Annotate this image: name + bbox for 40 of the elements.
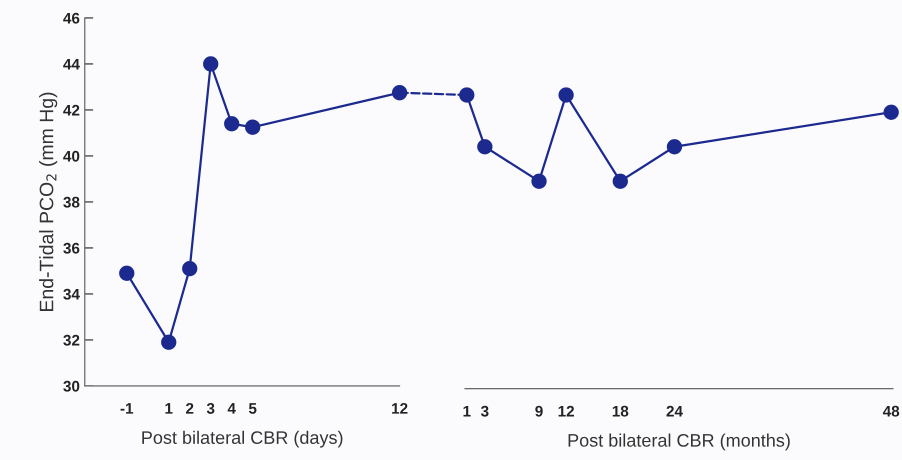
y-tick-label: 32 bbox=[63, 334, 80, 346]
point bbox=[161, 334, 176, 350]
point bbox=[666, 139, 682, 154]
point bbox=[558, 87, 574, 103]
y-tick-label: 40 bbox=[63, 150, 80, 162]
x-tick-label: 24 bbox=[666, 406, 683, 416]
y-tick-label: 38 bbox=[63, 196, 80, 208]
y-tick-label: 42 bbox=[63, 104, 80, 116]
x-tick-label: 3 bbox=[480, 406, 489, 417]
y-axis-title: End-Tidal PCO$_{2}$ (mm Hg) bbox=[39, 92, 58, 311]
point bbox=[531, 174, 547, 189]
x-tick-label: 4 bbox=[228, 403, 236, 414]
x-axis-title: Post bilateral CBR (months) bbox=[568, 434, 790, 450]
x-axis-title: Post bilateral CBR (days) bbox=[142, 430, 342, 448]
y-tick-label: 46 bbox=[63, 12, 80, 24]
x-tick-label: 12 bbox=[392, 403, 408, 414]
y-tick-label: 44 bbox=[63, 58, 80, 70]
x-tick-label: 3 bbox=[206, 403, 214, 414]
x-tick-label: 9 bbox=[535, 406, 543, 417]
x-tick-label: 2 bbox=[186, 403, 194, 414]
y-tick-label: 36 bbox=[63, 242, 80, 254]
x-tick-label: 48 bbox=[882, 406, 900, 417]
y-tick-label: 30 bbox=[63, 380, 80, 392]
x-tick-label: -1 bbox=[120, 403, 134, 414]
point bbox=[182, 261, 198, 276]
x-tick-label: 12 bbox=[558, 406, 574, 416]
point bbox=[477, 139, 492, 154]
x-tick-label: 18 bbox=[612, 406, 628, 417]
x-tick-label: 1 bbox=[464, 406, 471, 416]
x-tick-label: 1 bbox=[165, 403, 173, 414]
point bbox=[245, 120, 260, 135]
point bbox=[203, 56, 218, 72]
point bbox=[119, 266, 134, 281]
point bbox=[224, 116, 240, 132]
point bbox=[392, 85, 408, 100]
x-tick-label: 5 bbox=[248, 403, 257, 414]
point bbox=[459, 87, 474, 103]
point bbox=[884, 104, 899, 120]
point bbox=[612, 174, 628, 189]
y-tick-label: 34 bbox=[63, 288, 80, 300]
